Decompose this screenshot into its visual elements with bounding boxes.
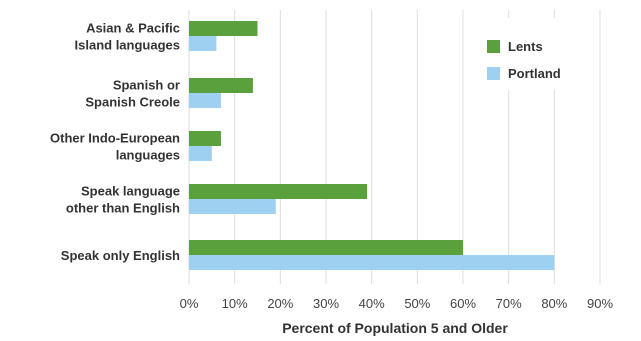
category-labels: Asian & Pacific Island languages Spanish o… — [50, 21, 180, 264]
category-label: languages — [116, 148, 180, 163]
bar-lents — [189, 78, 253, 93]
x-tick-label: 0% — [180, 296, 199, 311]
bar-lents — [189, 240, 463, 255]
legend-swatch-portland — [487, 67, 500, 80]
x-tick-label: 70% — [496, 296, 522, 311]
x-tick-label: 80% — [541, 296, 567, 311]
bar-portland — [189, 255, 555, 270]
x-tick-label: 50% — [404, 296, 430, 311]
category-label: Spanish or — [113, 78, 180, 93]
bar-portland — [189, 36, 217, 51]
bar-lents — [189, 184, 368, 199]
legend-label-lents: Lents — [508, 39, 543, 54]
category-label: Spanish Creole — [85, 95, 180, 110]
legend: Lents Portland — [468, 18, 584, 90]
category-label: Island languages — [75, 38, 180, 53]
x-tick-label: 40% — [359, 296, 385, 311]
x-tick-label: 10% — [222, 296, 248, 311]
bar-portland — [189, 93, 221, 108]
legend-swatch-lents — [487, 40, 500, 53]
x-tick-label: 20% — [267, 296, 293, 311]
bar-lents — [189, 131, 221, 146]
category-label: Speak only English — [61, 248, 180, 263]
x-tick-label: 60% — [450, 296, 476, 311]
x-tick-labels: 0% 10% 20% 30% 40% 50% 60% 70% 80% 90% — [180, 296, 614, 311]
x-axis-title: Percent of Population 5 and Older — [282, 320, 508, 336]
x-tick-label: 90% — [587, 296, 613, 311]
legend-label-portland: Portland — [508, 66, 561, 81]
category-label: other than English — [66, 201, 180, 216]
gridlines — [188, 10, 601, 284]
bars — [189, 21, 555, 270]
bar-lents — [189, 21, 258, 36]
category-label: Other Indo-European — [50, 131, 180, 146]
bar-portland — [189, 146, 212, 161]
category-label: Speak language — [81, 184, 180, 199]
category-label: Asian & Pacific — [86, 21, 180, 36]
bar-portland — [189, 199, 276, 214]
x-tick-label: 30% — [313, 296, 339, 311]
